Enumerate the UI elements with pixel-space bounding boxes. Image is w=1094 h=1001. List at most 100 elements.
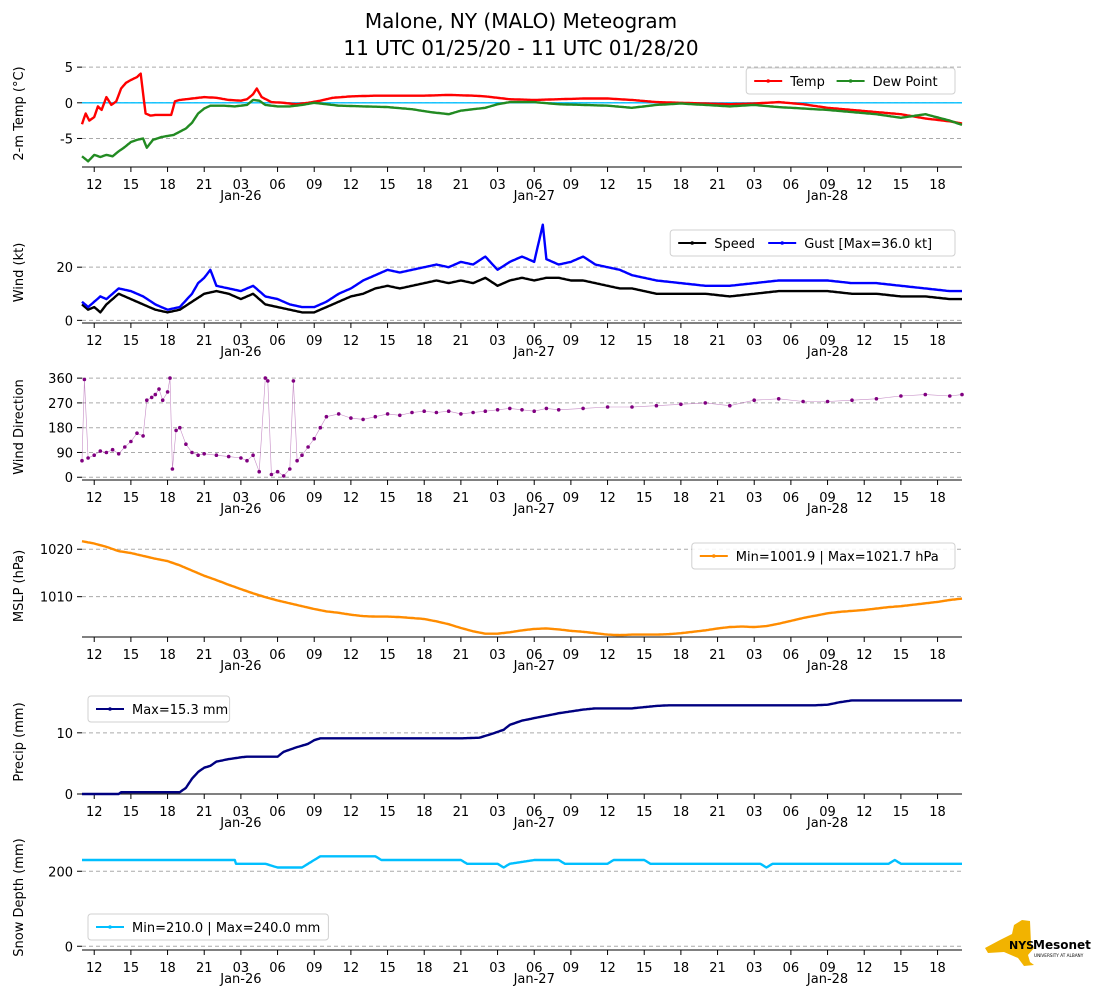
- snow-xtick-label: 15: [893, 961, 910, 976]
- snow-xtick-label: 03: [746, 961, 763, 976]
- direction-xtick-label: 09: [306, 491, 323, 506]
- direction-point: [245, 458, 249, 463]
- snow-xtick-label: 12: [856, 961, 873, 976]
- mslp-xtick-label: 09: [306, 648, 323, 663]
- temp-series-dew-point: [81, 98, 963, 163]
- direction-xtick-label: 15: [379, 491, 396, 506]
- direction-xtick-label: 18: [159, 491, 176, 506]
- precip-xtick-label: 21: [453, 805, 470, 820]
- panel-wind: 0 20 Wind (kt) 12 15 18 21 03 06 09 12 15 18 21 03 06 09…: [12, 223, 962, 360]
- precip-legend-box: [87, 695, 231, 723]
- snow-xtick-label: 03: [489, 961, 506, 976]
- wind-xtick-label: 15: [636, 334, 653, 349]
- wind-ytick-label: 0: [65, 314, 73, 329]
- wind-xtick-label: 12: [86, 334, 103, 349]
- direction-point: [923, 392, 928, 397]
- direction-xtick-label: 03: [746, 491, 763, 506]
- direction-point: [291, 379, 296, 383]
- direction-point: [874, 397, 879, 401]
- precip-legend-marker: [108, 707, 112, 711]
- precip-xtick-label: 03: [489, 805, 506, 820]
- precip-ytick-label: 10: [56, 727, 73, 742]
- wind-legend-marker: [690, 241, 694, 245]
- direction-point: [116, 452, 121, 456]
- direction-point: [153, 392, 158, 397]
- direction-xtick-label: 09: [563, 491, 580, 506]
- wind-xtick-label: 09: [306, 334, 323, 349]
- precip-xtick-label: 06: [269, 805, 286, 820]
- snow-legend-box: [87, 913, 329, 941]
- snow-xtick-label: 09: [819, 961, 836, 976]
- precip-xtick-label: 09: [819, 805, 836, 820]
- temp-xtick-label: 06: [526, 178, 543, 193]
- temp-xtick-label: 18: [416, 178, 433, 193]
- direction-xtick-label: 12: [599, 491, 616, 506]
- direction-point: [275, 469, 280, 474]
- wind-xtick-label: 15: [893, 334, 910, 349]
- direction-xtick-label: 12: [86, 491, 103, 506]
- temp-ytick-label: 5: [65, 61, 73, 76]
- wind-legend-box: [669, 229, 956, 257]
- direction-point: [129, 439, 133, 444]
- direction-point: [123, 445, 127, 449]
- wind-xtick-label: 12: [856, 334, 873, 349]
- wind-xtick-label: 03: [233, 334, 250, 349]
- snow-xtick-label: 15: [636, 961, 653, 976]
- temp-xtick-label: 15: [636, 178, 653, 193]
- direction-series-line: [81, 377, 963, 477]
- mslp-xtick-label: 18: [929, 648, 946, 663]
- new-york-state-shape: [985, 920, 1034, 966]
- direction-point: [226, 454, 231, 459]
- direction-xtick-label: 06: [526, 491, 543, 506]
- direction-point: [801, 399, 805, 404]
- wind-xtick-label: 18: [416, 334, 433, 349]
- direction-xtick-label: 15: [123, 491, 140, 506]
- temp-xtick-label: 09: [563, 178, 580, 193]
- snow-xtick-label: 06: [269, 961, 286, 976]
- mslp-xtick-label: 15: [379, 648, 396, 663]
- direction-point: [471, 410, 475, 415]
- wind-series-speed: [81, 276, 962, 314]
- direction-xtick-label: 21: [709, 491, 726, 506]
- temp-ytick-label: -5: [60, 132, 73, 147]
- direction-point: [168, 376, 172, 380]
- mslp-xtick-label: 06: [783, 648, 800, 663]
- wind-xtick-label: 12: [343, 334, 360, 349]
- snow-xtick-label: 15: [123, 961, 140, 976]
- precip-xtick-label: 03: [233, 805, 250, 820]
- temp-legend-marker: [766, 79, 770, 83]
- direction-point: [110, 447, 115, 452]
- direction-point: [263, 376, 268, 380]
- direction-point: [556, 408, 561, 412]
- snow-xtick-label: 06: [526, 961, 543, 976]
- precip-legend: Max=15.3 mm: [87, 695, 231, 723]
- snow-xtick-label: 21: [196, 961, 213, 976]
- snow-xtick-label: 21: [709, 961, 726, 976]
- panels: -5 0 5 2-m Temp (°C) 12 15 18 21 03 06 09 12 15 18 21 0…: [12, 61, 964, 987]
- precip-xtick-label: 12: [86, 805, 103, 820]
- wind-xtick-label: 06: [269, 334, 286, 349]
- mslp-xtick-label: 03: [233, 648, 250, 663]
- mslp-legend-marker: [712, 554, 716, 558]
- mslp-date-label: Jan-26: [219, 659, 261, 674]
- mslp-xtick-label: 18: [673, 648, 690, 663]
- direction-xtick-label: 12: [856, 491, 873, 506]
- precip-xtick-label: 12: [599, 805, 616, 820]
- temp-date-label: Jan-27: [513, 189, 555, 204]
- snow-xtick-label: 12: [343, 961, 360, 976]
- direction-point: [398, 413, 402, 418]
- direction-point: [98, 449, 103, 453]
- temp-ylabel: 2-m Temp (°C): [12, 66, 27, 160]
- direction-ylabel: Wind Direction: [12, 379, 27, 475]
- wind-xtick-label: 06: [526, 334, 543, 349]
- panel-precip: 0 10 Precip (mm) 12 15 18 21 03 06 09 12 15 18 21 03 06…: [12, 695, 962, 831]
- direction-point: [850, 398, 854, 403]
- direction-point: [214, 453, 219, 458]
- direction-point: [703, 401, 708, 405]
- wind-xtick-label: 21: [453, 334, 470, 349]
- temp-xtick-label: 09: [819, 178, 836, 193]
- wind-series-gust: [81, 223, 962, 311]
- wind-xtick-label: 18: [929, 334, 946, 349]
